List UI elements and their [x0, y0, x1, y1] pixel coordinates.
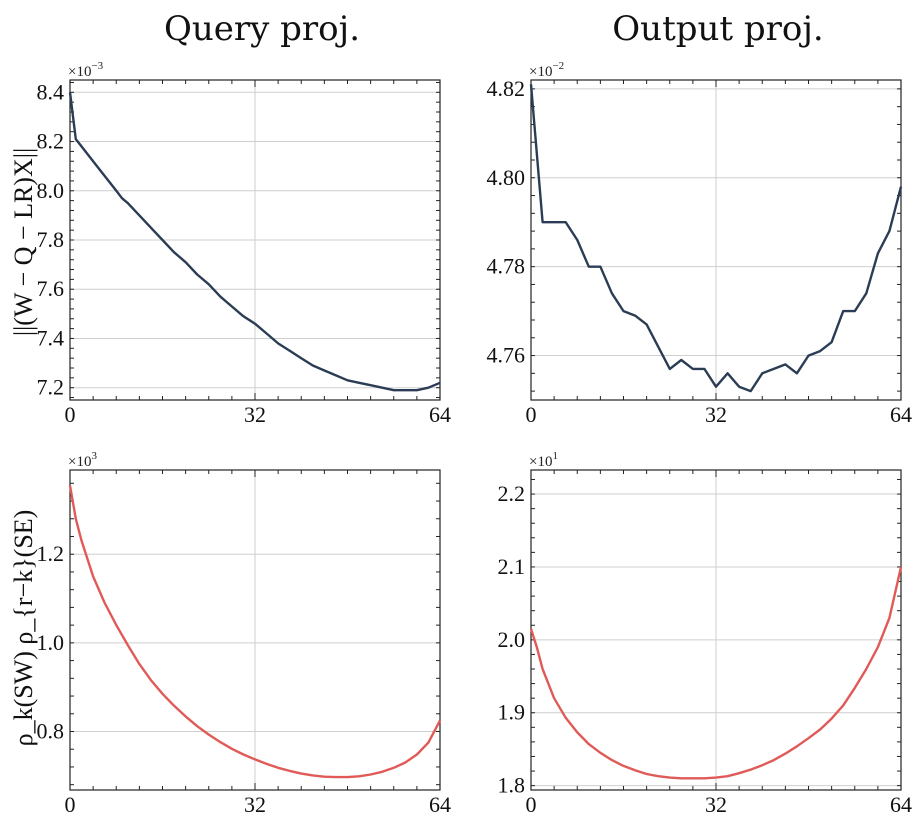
multiplier-base: ×10: [68, 454, 91, 470]
plot-frame: [530, 79, 902, 401]
ytick-label: 2.1: [498, 554, 526, 579]
ytick-label: 4.82: [487, 76, 526, 101]
xtick-label: 32: [705, 402, 727, 427]
multiplier-base: ×10: [529, 64, 552, 80]
axis-multiplier: ×10−3: [68, 60, 104, 80]
title-output-proj: Output proj.: [612, 9, 823, 49]
series-line: [68, 92, 441, 392]
axis-multiplier: ×103: [68, 450, 97, 470]
xtick-label: 64: [890, 792, 912, 817]
ytick-label: 1.8: [498, 773, 526, 798]
multiplier-exponent: 3: [91, 450, 97, 462]
ytick-label: 7.2: [37, 375, 65, 400]
panel-query-bottom: 1.2 1.0 0.8 0 32 64 ×103: [37, 450, 452, 817]
xtick-label: 0: [526, 792, 537, 817]
ytick-label: 8.4: [37, 79, 65, 104]
multiplier-base: ×10: [529, 454, 552, 470]
ytick-label: 4.76: [487, 343, 526, 368]
series-line: [529, 566, 903, 780]
multiplier-exponent: 1: [552, 450, 558, 462]
ytick-label: 4.78: [487, 254, 526, 279]
ytick-label: 8.0: [37, 178, 65, 203]
multiplier-base: ×10: [68, 64, 91, 80]
xtick-label: 32: [244, 402, 266, 427]
multiplier-exponent: −3: [91, 60, 103, 72]
xtick-label: 0: [65, 792, 76, 817]
title-query-proj: Query proj.: [164, 9, 360, 49]
panel-output-bottom: 2.2 2.1 2.0 1.9 1.80 32 64 ×101: [498, 450, 913, 817]
plot-frame: [69, 469, 441, 791]
ytick-label: 0.8: [37, 718, 65, 743]
ytick-label: 1.0: [37, 630, 65, 655]
ytick-label: 4.80: [487, 165, 526, 190]
plot-frame: [69, 79, 441, 401]
ytick-label: 1.9: [498, 700, 526, 725]
axis-multiplier: ×10−2: [529, 60, 564, 80]
xtick-label: 0: [526, 402, 537, 427]
series-line: [68, 485, 442, 779]
ylabel-bottom: ρ_k(SW) ρ_{r−k}(SE): [9, 510, 38, 747]
ytick-label: 8.2: [37, 129, 65, 154]
xtick-label: 32: [705, 792, 727, 817]
panels: 8.48.28.07.87.67.47.20 32 64×10−34.824.804…: [37, 60, 913, 817]
ylabel-top-text: ||(W − Q − LR)X||: [9, 148, 38, 336]
xtick-label: 32: [244, 792, 266, 817]
xtick-label: 64: [429, 402, 451, 427]
ylabel-top: ||(W − Q − LR)X||: [9, 148, 38, 336]
panel-output-top: 4.82 4.80 4.78 4.76 0 32 64 ×10−2: [487, 60, 913, 427]
ytick-label: 2.0: [498, 627, 526, 652]
axis-multiplier: ×101: [529, 450, 558, 470]
ytick-label: 7.6: [37, 276, 65, 301]
xtick-label: 64: [429, 792, 451, 817]
ytick-label: 7.4: [37, 325, 65, 350]
panel-query-top: 8.4 8.2 8.0 7.8 7.6 7.4 7.20 32 64 ×10−3: [37, 60, 452, 427]
ytick-label: 7.8: [37, 227, 65, 252]
ytick-label: 2.2: [498, 481, 526, 506]
series-line: [529, 84, 903, 393]
xtick-label: 0: [65, 402, 76, 427]
xtick-label: 64: [890, 402, 912, 427]
ytick-label: 1.2: [37, 541, 65, 566]
ylabel-bottom-text: ρ_k(SW) ρ_{r−k}(SE): [9, 510, 38, 747]
multiplier-exponent: −2: [552, 60, 564, 72]
